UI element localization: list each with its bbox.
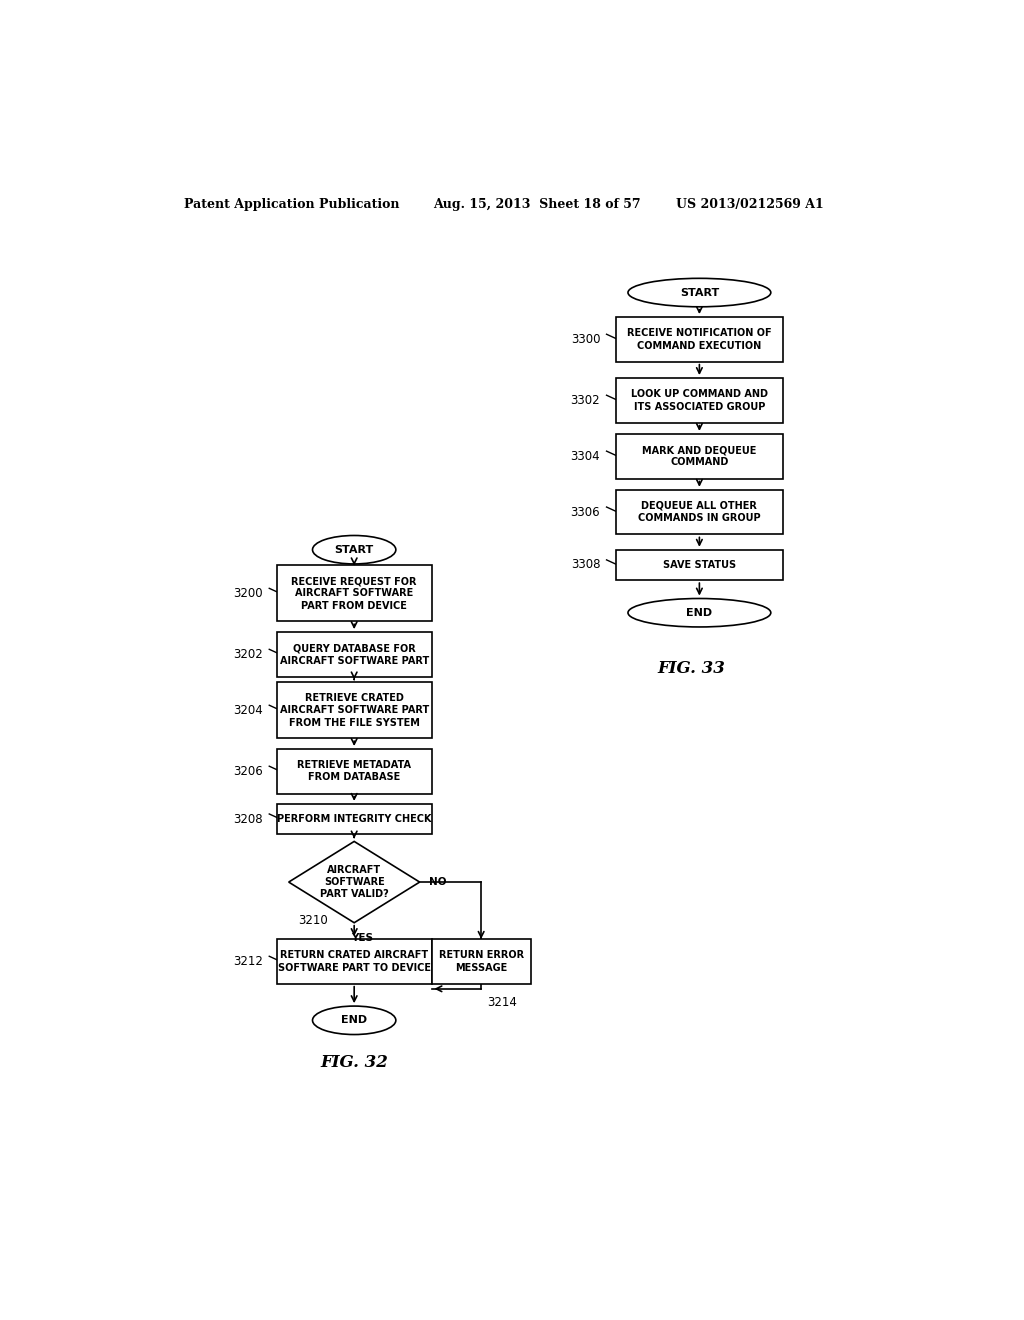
Text: 3302: 3302 xyxy=(570,393,600,407)
Text: RETRIEVE CRATED
AIRCRAFT SOFTWARE PART
FROM THE FILE SYSTEM: RETRIEVE CRATED AIRCRAFT SOFTWARE PART F… xyxy=(280,693,429,727)
Text: RETURN ERROR
MESSAGE: RETURN ERROR MESSAGE xyxy=(438,950,523,973)
Text: Patent Application Publication: Patent Application Publication xyxy=(183,198,399,211)
Text: 3202: 3202 xyxy=(233,648,263,661)
Text: DEQUEUE ALL OTHER
COMMANDS IN GROUP: DEQUEUE ALL OTHER COMMANDS IN GROUP xyxy=(638,500,761,523)
Text: 3306: 3306 xyxy=(570,506,600,519)
Text: QUERY DATABASE FOR
AIRCRAFT SOFTWARE PART: QUERY DATABASE FOR AIRCRAFT SOFTWARE PAR… xyxy=(280,643,429,665)
Ellipse shape xyxy=(312,1006,396,1035)
FancyBboxPatch shape xyxy=(276,632,431,677)
Ellipse shape xyxy=(628,279,771,306)
Text: MARK AND DEQUEUE
COMMAND: MARK AND DEQUEUE COMMAND xyxy=(642,445,757,467)
FancyBboxPatch shape xyxy=(276,565,431,622)
Text: END: END xyxy=(341,1015,368,1026)
Text: RETRIEVE METADATA
FROM DATABASE: RETRIEVE METADATA FROM DATABASE xyxy=(297,760,412,783)
FancyBboxPatch shape xyxy=(616,317,782,362)
Text: PERFORM INTEGRITY CHECK: PERFORM INTEGRITY CHECK xyxy=(276,814,431,824)
Text: 3300: 3300 xyxy=(570,333,600,346)
Text: Aug. 15, 2013  Sheet 18 of 57: Aug. 15, 2013 Sheet 18 of 57 xyxy=(433,198,641,211)
FancyBboxPatch shape xyxy=(616,378,782,422)
Text: 3200: 3200 xyxy=(233,587,263,599)
Text: RECEIVE REQUEST FOR
AIRCRAFT SOFTWARE
PART FROM DEVICE: RECEIVE REQUEST FOR AIRCRAFT SOFTWARE PA… xyxy=(292,576,417,611)
Text: START: START xyxy=(335,545,374,554)
Text: START: START xyxy=(680,288,719,297)
Text: 3206: 3206 xyxy=(233,764,263,777)
Text: END: END xyxy=(686,607,713,618)
FancyBboxPatch shape xyxy=(276,939,431,983)
Text: 3304: 3304 xyxy=(570,450,600,463)
Text: SAVE STATUS: SAVE STATUS xyxy=(663,560,736,570)
FancyBboxPatch shape xyxy=(616,434,782,479)
Text: NO: NO xyxy=(429,876,446,887)
Text: 3214: 3214 xyxy=(487,995,517,1008)
FancyBboxPatch shape xyxy=(616,549,782,581)
FancyBboxPatch shape xyxy=(276,804,431,834)
Text: 3210: 3210 xyxy=(298,915,328,927)
Text: 3208: 3208 xyxy=(233,813,263,825)
FancyBboxPatch shape xyxy=(616,490,782,535)
Text: LOOK UP COMMAND AND
ITS ASSOCIATED GROUP: LOOK UP COMMAND AND ITS ASSOCIATED GROUP xyxy=(631,389,768,412)
Text: RECEIVE NOTIFICATION OF
COMMAND EXECUTION: RECEIVE NOTIFICATION OF COMMAND EXECUTIO… xyxy=(627,329,772,351)
Text: FIG. 33: FIG. 33 xyxy=(657,660,725,677)
Text: AIRCRAFT
SOFTWARE
PART VALID?: AIRCRAFT SOFTWARE PART VALID? xyxy=(319,866,388,899)
FancyBboxPatch shape xyxy=(276,748,431,793)
Text: FIG. 32: FIG. 32 xyxy=(321,1055,388,1072)
Polygon shape xyxy=(289,841,420,923)
Text: YES: YES xyxy=(351,933,373,942)
Text: 3204: 3204 xyxy=(233,704,263,717)
Ellipse shape xyxy=(312,536,396,564)
Text: US 2013/0212569 A1: US 2013/0212569 A1 xyxy=(676,198,823,211)
Text: 3308: 3308 xyxy=(570,558,600,572)
Text: 3212: 3212 xyxy=(233,954,263,968)
FancyBboxPatch shape xyxy=(431,939,530,983)
Ellipse shape xyxy=(628,598,771,627)
Text: RETURN CRATED AIRCRAFT
SOFTWARE PART TO DEVICE: RETURN CRATED AIRCRAFT SOFTWARE PART TO … xyxy=(278,950,431,973)
FancyBboxPatch shape xyxy=(276,682,431,738)
